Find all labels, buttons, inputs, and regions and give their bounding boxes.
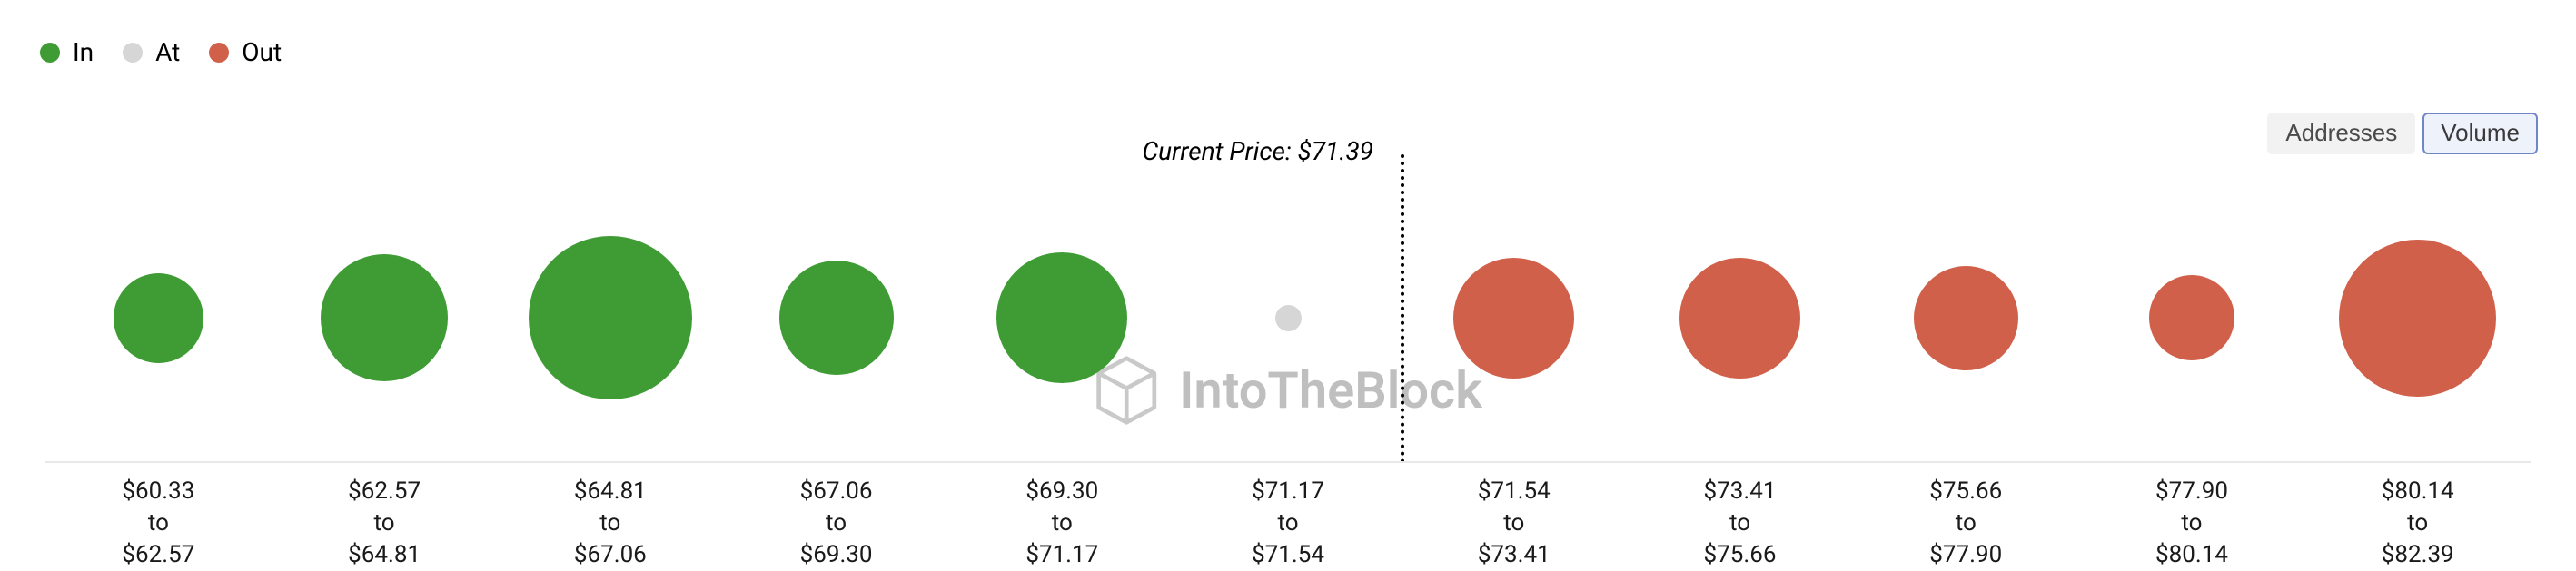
legend-dot-out [209,43,229,63]
bubble-out [1453,258,1574,379]
bubble-in [779,261,894,375]
bubble-cell[interactable] [1627,172,1853,463]
x-axis-label: $80.14to$82.39 [2304,476,2531,571]
bubble-cell[interactable] [45,172,272,463]
legend-dot-in [40,43,60,63]
legend-dot-at [123,43,143,63]
legend-item-out: Out [209,40,282,65]
gior-chart: In At Out Addresses Volume IntoTheBlock … [0,0,2576,564]
plot-area: Current Price: $71.39 [45,172,2531,463]
x-axis-label: $73.41to$75.66 [1627,476,1853,571]
legend: In At Out [40,40,282,65]
toggle-volume[interactable]: Volume [2422,113,2538,154]
bubble-in [321,254,448,381]
legend-item-at: At [123,40,180,65]
bubble-cell[interactable] [723,172,949,463]
legend-item-in: In [40,40,94,65]
toggle-addresses[interactable]: Addresses [2267,113,2415,154]
bubble-in [996,252,1127,383]
x-axis-label: $71.17to$71.54 [1175,476,1402,571]
bubble-out [1914,266,2018,370]
x-axis-label: $71.54to$73.41 [1401,476,1627,571]
bubble-cell[interactable] [2304,172,2531,463]
x-axis-label: $60.33to$62.57 [45,476,272,571]
x-axis-line [45,461,2531,463]
bubble-cell[interactable] [2079,172,2305,463]
bubble-out [2149,275,2234,360]
x-axis-label: $62.57to$64.81 [272,476,498,571]
x-axis-label: $64.81to$67.06 [497,476,723,571]
x-axis-label: $75.66to$77.90 [1853,476,2079,571]
x-axis-label: $77.90to$80.14 [2079,476,2305,571]
bubble-cell[interactable] [1853,172,2079,463]
x-axis-label: $69.30to$71.17 [949,476,1175,571]
bubble-cell[interactable] [497,172,723,463]
bubble-out [1679,258,1800,379]
x-axis-label: $67.06to$69.30 [723,476,949,571]
bubble-out [2339,240,2496,397]
bubble-cell[interactable] [1175,172,1402,463]
bubble-in [529,236,692,399]
legend-label-in: In [73,40,94,65]
current-price-label: Current Price: $71.39 [1142,136,1373,166]
bubble-in [114,273,203,363]
bubble-row [45,172,2531,463]
bubble-cell[interactable] [949,172,1175,463]
bubble-cell[interactable] [272,172,498,463]
legend-label-out: Out [242,40,282,65]
bubble-at [1275,305,1302,331]
x-axis-labels: $60.33to$62.57$62.57to$64.81$64.81to$67.… [45,476,2531,571]
bubble-cell[interactable] [1401,172,1627,463]
metric-toggle: Addresses Volume [2267,113,2538,154]
legend-label-at: At [155,40,180,65]
